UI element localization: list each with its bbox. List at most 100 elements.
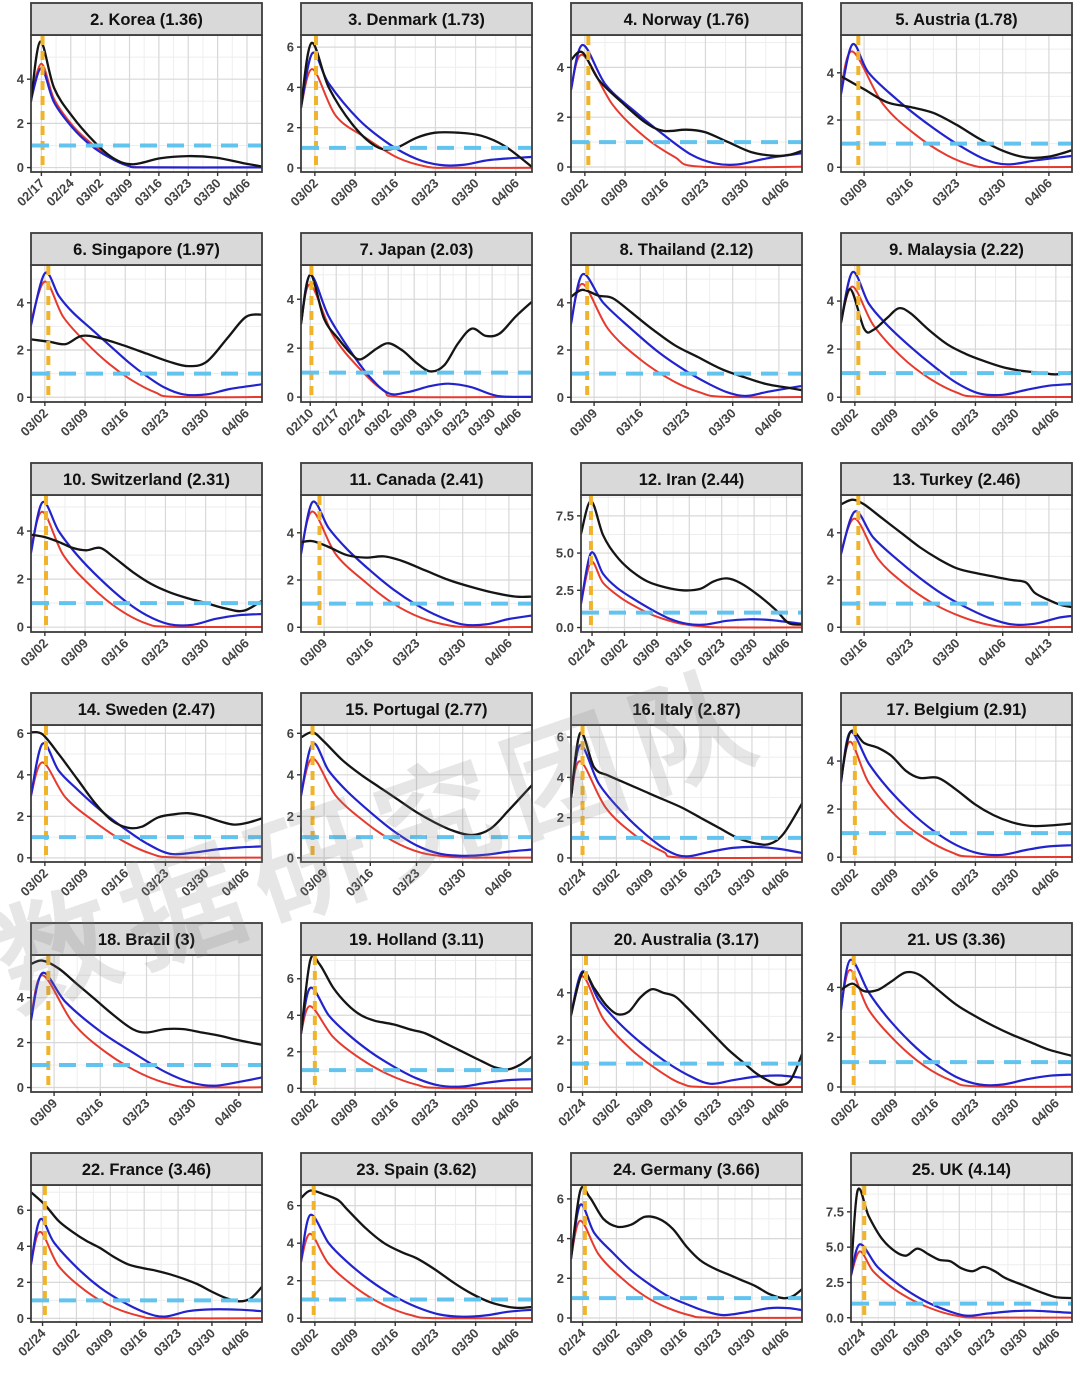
x-tick-label: 04/06 [218,406,252,440]
x-tick-label: 03/16 [908,866,942,900]
y-tick-label: 0 [17,850,24,865]
panel-title: 12. Iran (2.44) [639,471,744,489]
x-tick-label: 02/17 [309,406,343,440]
panel-title: 22. France (3.46) [82,1161,211,1179]
blue-series-line [301,986,532,1088]
blue-series-line [571,970,802,1085]
x-tick-label: 03/16 [932,1326,966,1360]
panel-plot: 3. Denmark (1.73) 0 2 4 6 03/02 03/09 03/16 03/2… [287,2,533,209]
country-panel-17: 17. Belgium (2.91) 0 2 4 03/02 03/09 03/16 03/2… [811,692,1079,920]
x-tick-label: 03/16 [343,636,377,670]
panel-plot: 25. UK (4.14) 0.0 2.5 5.0 7.5 02/2403/0203/09… [826,1152,1073,1360]
x-tick-label: 03/23 [691,1096,725,1130]
panel-title: 10. Switzerland (2.31) [63,471,230,489]
x-tick-label: 03/16 [657,866,691,900]
x-tick-label: 03/09 [58,866,92,900]
country-panel-9: 9. Malaysia (2.22) 0 2 4 03/02 03/09 03/16 03/2… [811,232,1079,460]
red-series-line [841,50,1072,169]
x-tick-label: 03/30 [988,1096,1022,1130]
x-tick-label: 03/30 [718,176,752,210]
x-tick-label: 03/30 [997,1326,1031,1360]
y-tick-label: 7.5 [556,508,574,523]
x-tick-label: 03/30 [929,636,963,670]
red-series-line [571,1219,802,1319]
black-series-line [841,498,1072,609]
panel-title: 8. Thailand (2.12) [620,241,754,259]
panel-plot: 8. Thailand (2.12) 0 2 4 03/09 03/16 03/23 03/3… [557,232,803,439]
x-tick-label: 03/09 [598,176,632,210]
black-series-line [31,730,262,830]
country-panel-8: 8. Thailand (2.12) 0 2 4 03/09 03/16 03/23 03/3… [541,232,809,460]
x-tick-label: 03/23 [138,406,172,440]
x-tick-label: 03/16 [98,636,132,670]
x-tick-label: 04/06 [219,176,253,210]
x-tick-label: 04/06 [1021,176,1055,210]
y-tick-label: 2 [287,120,294,135]
x-tick-label: 03/02 [867,1326,901,1360]
x-tick-label: 04/06 [488,1326,522,1360]
y-tick-label: 2 [827,113,834,128]
panel-title: 18. Brazil (3) [98,931,195,949]
y-tick-label: 2 [827,1030,834,1045]
x-tick-label: 03/23 [138,636,172,670]
y-tick-label: 4 [287,525,295,540]
panel-title: 9. Malaysia (2.22) [889,241,1024,259]
black-series-line [31,959,262,1046]
x-tick-label: 04/06 [218,636,252,670]
country-panel-7: 7. Japan (2.03) 0 2 4 02/10 02/17 02/24 03/02 03… [271,232,539,460]
y-tick-label: 4 [17,524,25,539]
y-tick-label: 6 [287,1198,294,1213]
y-tick-label: 4 [557,60,565,75]
x-tick-label: 03/09 [297,866,331,900]
x-tick-label: 04/06 [488,1096,522,1130]
y-tick-label: 0 [17,390,24,405]
panel-plot: 9. Malaysia (2.22) 0 2 4 03/02 03/09 03/16 03/2… [827,232,1073,440]
panel-title: 7. Japan (2.03) [360,241,474,259]
x-tick-label: 03/16 [413,406,447,440]
panel-title: 6. Singapore (1.97) [73,241,220,259]
x-tick-label: 02/24 [565,635,599,669]
x-tick-label: 03/23 [408,1096,442,1130]
panel-plot: 14. Sweden (2.47) 0 2 4 6 03/02 03/09 03/16 03/2… [17,692,263,900]
y-tick-label: 0 [287,160,294,175]
panel-title: 23. Spain (3.62) [356,1161,476,1179]
y-tick-label: 6 [557,730,564,745]
black-series-line [841,729,1072,828]
panel-title: 21. US (3.36) [907,931,1005,949]
black-series-line [851,1187,1072,1300]
y-tick-label: 0.0 [556,620,574,635]
y-tick-label: 4 [557,985,565,1000]
y-tick-label: 4 [827,980,835,995]
x-tick-label: 03/02 [827,406,861,440]
y-tick-label: 2 [287,1044,294,1059]
y-tick-label: 2 [557,343,564,358]
y-tick-label: 0 [827,620,834,635]
panel-plot: 17. Belgium (2.91) 0 2 4 03/02 03/09 03/16 03/2… [827,692,1073,900]
x-tick-label: 03/02 [17,406,51,440]
x-tick-label: 03/09 [868,866,902,900]
country-panel-12: 12. Iran (2.44) 0.0 2.5 5.0 7.5 02/24 03/02 03/… [541,462,809,690]
x-tick-label: 04/06 [211,1096,245,1130]
y-tick-label: 2 [557,1033,564,1048]
y-tick-label: 6 [287,971,294,986]
panel-title: 5. Austria (1.78) [895,11,1017,29]
x-tick-label: 04/06 [758,1096,792,1130]
country-panel-5: 5. Austria (1.78) 0 2 4 03/09 03/16 03/23 03/30… [811,2,1079,230]
country-panel-25: 25. UK (4.14) 0.0 2.5 5.0 7.5 02/24 03/02 03/09… [811,1152,1079,1380]
x-tick-label: 03/16 [657,1326,691,1360]
x-tick-label: 04/06 [1029,1326,1063,1360]
blue-series-line [841,271,1072,397]
x-tick-label: 03/09 [328,1326,362,1360]
panel-plot: 7. Japan (2.03)02402/1002/1702/2403/0203… [283,232,533,440]
y-tick-label: 4 [287,80,295,95]
y-tick-label: 4 [17,1239,25,1254]
y-tick-label: 4 [17,72,25,87]
x-tick-label: 04/13 [1021,636,1055,670]
x-tick-label: 02/24 [15,1325,49,1359]
x-tick-label: 03/30 [724,1326,758,1360]
x-tick-label: 03/23 [929,176,963,210]
y-tick-label: 2 [17,809,24,824]
black-series-line [571,288,802,392]
